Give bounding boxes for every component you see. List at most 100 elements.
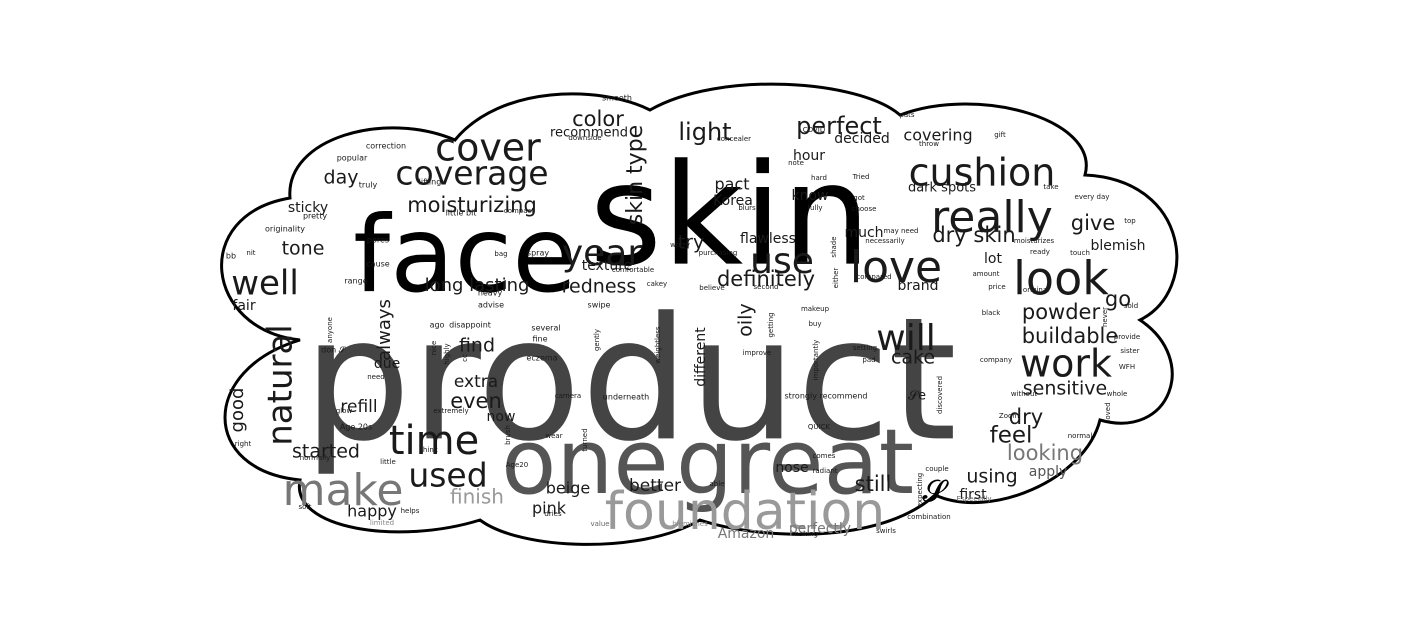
word-every-day-129: every day [1075, 193, 1110, 201]
word-recommend-65: recommend [550, 126, 628, 141]
word-hour-61: hour [793, 148, 825, 164]
word-light-23: light [678, 118, 731, 146]
word-couple-163: couple [925, 465, 948, 473]
word-give-45: give [1071, 211, 1116, 235]
word-weightless-110: weightless [654, 326, 662, 363]
word-either-151: either [832, 268, 840, 289]
word-foundation-5: foundation [605, 482, 886, 542]
word-wear-185: wear [545, 432, 562, 440]
word-much-68: much [844, 225, 883, 241]
word-gently-109: gently [593, 329, 601, 351]
word-really-9: really [931, 192, 1053, 243]
word-soft-176: soft [298, 503, 311, 511]
word-natural-19: natural [261, 324, 301, 446]
word-decided-63: decided [834, 131, 889, 147]
word-importantly-158: importantly [812, 340, 820, 381]
word-flawless-60: flawless [740, 231, 796, 247]
word-lot-70: lot [984, 251, 1002, 267]
word-fully-121: fully [808, 204, 823, 212]
word-buy-153: buy [808, 320, 821, 328]
word-range-96: range [344, 277, 367, 286]
word-limited-174: limited [370, 519, 394, 527]
word-brand-69: brand [898, 278, 939, 294]
word-pores-90: pores [367, 236, 389, 245]
word-age-20s-180: Age 20s [340, 423, 372, 432]
word-got-123: got [853, 194, 865, 202]
word-finish-34: finish [450, 485, 504, 509]
word-price-138: price [988, 283, 1005, 291]
word-eczema-106: eczema [526, 354, 557, 363]
word-blurs-115: blurs [738, 204, 756, 212]
word-dry-39: dry [1009, 405, 1043, 429]
word-pink-54: pink [532, 499, 567, 518]
word-radiant-162: radiant [812, 467, 837, 475]
word-shade-150: shade [830, 236, 838, 257]
word-glow-179: glow [336, 407, 353, 415]
word-refill-52: refill [340, 397, 377, 417]
word-moisturizes-134: moisturizes [1014, 237, 1055, 245]
word-normal-147: normal [1068, 432, 1093, 440]
word-cause-95: cause [366, 260, 390, 269]
word-turned-186: turned [581, 428, 589, 451]
word-will-14: will [876, 318, 935, 359]
word-original-139: original [1023, 286, 1049, 294]
word-good-47: good [227, 388, 248, 433]
word-blemishes-171: blemishes [672, 520, 708, 528]
word-blemish-71: blemish [1090, 238, 1145, 254]
word-know-62: know [792, 188, 829, 204]
word-perfect-22: perfect [796, 112, 882, 140]
word-try-46: try [678, 232, 705, 254]
cloud-outline [220, 82, 1179, 546]
word-helps-175: helps [401, 507, 420, 515]
word-amazon-79: Amazon [718, 526, 775, 542]
word-bag-92: bag [494, 250, 507, 258]
word-find-36: find [459, 335, 495, 357]
word-camera-107: camera [555, 392, 581, 400]
word-fine-105: fine [532, 335, 547, 344]
word-sticky-67: sticky [288, 200, 328, 216]
word-originality-89: originality [265, 225, 305, 234]
word-especially-166: Especially [957, 495, 992, 503]
word-sister-143: sister [1120, 347, 1139, 355]
word-without-146: without [1011, 390, 1038, 398]
word-concealer-116: concealer [717, 135, 751, 143]
word-need-191: need [367, 373, 385, 381]
word-texture-57: texture [582, 258, 633, 274]
word-choose-124: choose [852, 205, 877, 213]
word-note-119: note [788, 159, 804, 167]
word-don-193: don 𝓢 [321, 346, 347, 355]
word-product-1: product [303, 281, 957, 479]
word-year-12: year [562, 233, 643, 274]
word-improve-157: improve [743, 349, 772, 357]
word-cushion-8: cushion [909, 151, 1056, 195]
word-spray-91: spray [527, 249, 549, 258]
word-dries-173: dries [544, 510, 562, 518]
word-truly-84: truly [359, 181, 378, 190]
word-nit-94: nit [246, 249, 255, 257]
word-cakey-100: cakey [647, 280, 667, 288]
word-several-104: several [531, 324, 560, 333]
word-used-18: used [408, 456, 487, 495]
word-hard-120: hard [811, 174, 827, 182]
word-looking-33: looking [1007, 441, 1083, 465]
word-dark-spots-66: dark spots [908, 181, 976, 196]
word-little-bit-86: little bit [446, 209, 477, 218]
word-covering-64: covering [903, 126, 972, 145]
word-setting-154: setting [853, 344, 877, 352]
word-e-196: 𝓢e [908, 389, 926, 404]
word-making-169: making [792, 530, 818, 538]
word-take-128: take [1043, 183, 1058, 191]
word-able-170: able [710, 480, 725, 488]
word-look-10: look [1013, 252, 1109, 306]
word-first-77: first [959, 487, 987, 503]
word-redness-29: redness [562, 276, 637, 298]
word-getting-156: getting [767, 312, 775, 337]
word-feel-38: feel [990, 423, 1033, 449]
word-sold-140: sold [1124, 302, 1138, 310]
word-beige-53: beige [546, 479, 590, 498]
word-pact-58: pact [714, 175, 749, 194]
word-underneath-108: underneath [603, 393, 649, 402]
word-now-74: now [487, 409, 516, 425]
word-ready-135: ready [1030, 248, 1050, 256]
